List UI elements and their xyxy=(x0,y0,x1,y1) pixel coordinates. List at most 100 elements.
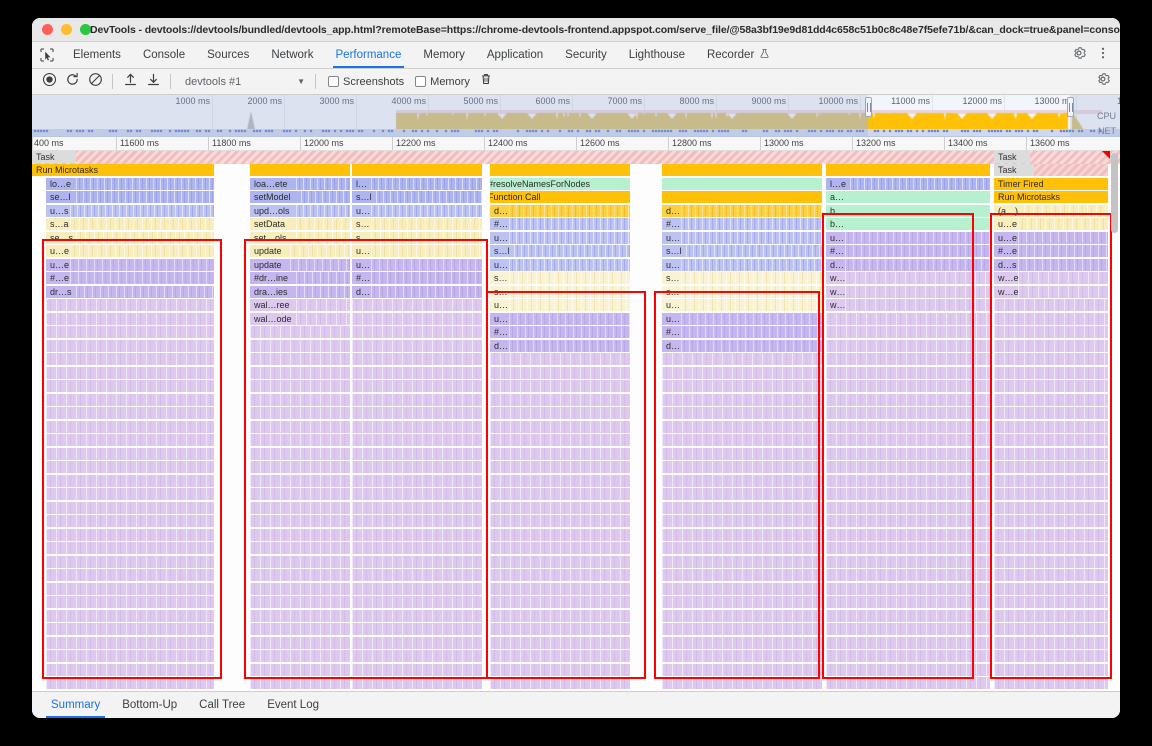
flame-bar[interactable] xyxy=(250,501,350,514)
flame-bar[interactable]: s… xyxy=(490,272,630,284)
flame-bar[interactable] xyxy=(994,555,1108,568)
details-tab-bottom-up[interactable]: Bottom-Up xyxy=(122,699,178,711)
flame-bar[interactable]: a… xyxy=(826,191,990,203)
flame-bar[interactable]: s… xyxy=(490,285,630,298)
flame-bar[interactable] xyxy=(352,380,482,392)
flame-bar[interactable] xyxy=(352,677,482,689)
flame-bar[interactable] xyxy=(994,461,1108,473)
flame-bar[interactable] xyxy=(46,501,214,514)
flame-bar[interactable] xyxy=(490,609,630,622)
flame-bar[interactable] xyxy=(490,474,630,487)
devtools-more-options-button[interactable] xyxy=(1092,44,1114,66)
flame-bar[interactable]: w…e xyxy=(994,272,1108,284)
flame-bar[interactable]: u… xyxy=(352,204,482,217)
flame-bar[interactable]: setData xyxy=(250,218,350,230)
flame-bar[interactable]: Task xyxy=(994,164,1034,176)
flame-bar[interactable] xyxy=(352,650,482,662)
flame-bar[interactable] xyxy=(46,312,214,325)
flame-bar[interactable]: w… xyxy=(826,272,990,284)
flame-bar[interactable]: #… xyxy=(490,326,630,338)
flame-bar[interactable] xyxy=(826,474,990,487)
flame-bar[interactable]: u… xyxy=(490,312,630,325)
flame-bar[interactable] xyxy=(994,488,1108,500)
flame-bar[interactable] xyxy=(826,312,990,325)
flame-bar[interactable] xyxy=(352,596,482,608)
flame-bar[interactable]: u… xyxy=(662,231,822,244)
details-tab-summary[interactable]: Summary xyxy=(40,692,111,718)
flame-bar[interactable] xyxy=(662,542,822,554)
flame-bar[interactable] xyxy=(826,636,990,649)
flame-bar[interactable] xyxy=(826,380,990,392)
tab-lighthouse[interactable]: Lighthouse xyxy=(618,42,696,68)
record-button[interactable] xyxy=(38,71,60,93)
flame-bar[interactable] xyxy=(994,353,1108,365)
flame-bar[interactable]: d…s xyxy=(994,258,1108,271)
tab-recorder[interactable]: Recorder xyxy=(696,42,781,68)
flame-bar[interactable]: u… xyxy=(352,258,482,271)
flame-bar[interactable] xyxy=(490,447,630,460)
flame-bar[interactable]: u…e xyxy=(46,245,214,257)
flame-bar[interactable]: u… xyxy=(662,312,822,325)
flame-bar[interactable]: #… xyxy=(352,272,482,284)
flame-bar[interactable]: dr…s xyxy=(46,285,214,298)
flame-bar[interactable] xyxy=(490,353,630,365)
flame-bar[interactable] xyxy=(490,528,630,541)
clear-recording-button[interactable] xyxy=(84,71,106,93)
tab-elements[interactable]: Elements xyxy=(62,42,132,68)
flame-bar[interactable] xyxy=(662,677,822,689)
flame-bar[interactable] xyxy=(826,326,990,338)
flame-bar[interactable] xyxy=(250,380,350,392)
flame-bar[interactable]: w…e xyxy=(994,285,1108,298)
overview-window-left-handle[interactable] xyxy=(865,97,872,117)
timeline-overview[interactable]: 1000 ms 2000 ms 3000 ms 4000 ms 5000 ms 6000 … xyxy=(32,95,1120,137)
flame-bar[interactable]: #… xyxy=(490,218,630,230)
flame-bar[interactable]: d… xyxy=(490,339,630,352)
flame-bar[interactable] xyxy=(662,353,822,365)
flame-bar[interactable] xyxy=(352,299,482,311)
flame-bar[interactable]: d… xyxy=(826,258,990,271)
maximize-window-button[interactable] xyxy=(80,24,91,35)
flame-bar[interactable]: #dr…ine xyxy=(250,272,350,284)
flame-bar[interactable] xyxy=(352,488,482,500)
flame-bar[interactable] xyxy=(250,393,350,406)
flame-bar[interactable] xyxy=(352,501,482,514)
profile-select[interactable]: devtools #1 ▼ xyxy=(181,72,309,91)
flame-bar[interactable] xyxy=(352,528,482,541)
flame-bar[interactable] xyxy=(250,461,350,473)
flame-bar[interactable] xyxy=(490,663,630,676)
flame-bar[interactable] xyxy=(662,596,822,608)
screenshots-checkbox[interactable]: Screenshots xyxy=(324,76,408,88)
flame-bar[interactable] xyxy=(46,515,214,527)
flame-bar[interactable] xyxy=(46,650,214,662)
save-profile-button[interactable] xyxy=(142,71,164,93)
flame-bar[interactable] xyxy=(490,582,630,595)
flame-bar[interactable] xyxy=(994,609,1108,622)
tab-application[interactable]: Application xyxy=(476,42,554,68)
flame-bar[interactable]: s… xyxy=(352,218,482,230)
flame-bar[interactable]: loa…ete xyxy=(250,177,350,190)
flame-bar[interactable]: #… xyxy=(662,218,822,230)
close-window-button[interactable] xyxy=(42,24,53,35)
flame-bar[interactable] xyxy=(352,366,482,379)
capture-settings-button[interactable] xyxy=(1092,71,1114,93)
flame-bar[interactable] xyxy=(46,461,214,473)
flame-bar[interactable]: l… xyxy=(352,177,482,190)
flame-bar[interactable] xyxy=(46,677,214,689)
flame-bar[interactable] xyxy=(250,623,350,635)
flame-bar[interactable] xyxy=(352,420,482,433)
flame-bar[interactable] xyxy=(46,488,214,500)
flame-bar[interactable]: wal…ree xyxy=(250,299,350,311)
flame-bar[interactable] xyxy=(826,447,990,460)
tab-security[interactable]: Security xyxy=(554,42,618,68)
flame-bar[interactable]: update xyxy=(250,245,350,257)
flame-bar[interactable]: d… xyxy=(490,204,630,217)
flame-bar[interactable] xyxy=(250,366,350,379)
flame-bar[interactable] xyxy=(250,528,350,541)
flame-bar[interactable]: update xyxy=(250,258,350,271)
flame-bar[interactable] xyxy=(662,447,822,460)
flame-bar[interactable] xyxy=(490,407,630,419)
memory-checkbox[interactable]: Memory xyxy=(411,76,474,88)
flame-bar[interactable] xyxy=(662,420,822,433)
tab-memory[interactable]: Memory xyxy=(412,42,476,68)
